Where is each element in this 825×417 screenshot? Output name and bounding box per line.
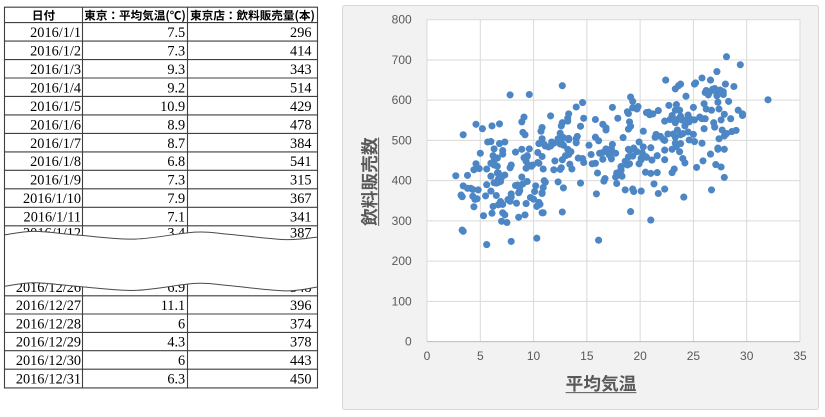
svg-text:514: 514 [290,80,311,96]
svg-text:25: 25 [687,349,701,363]
svg-text:7.1: 7.1 [167,210,185,226]
svg-text:2016/12/29: 2016/12/29 [16,335,81,351]
svg-text:2016/1/7: 2016/1/7 [30,136,81,152]
svg-text:9.3: 9.3 [167,62,185,78]
svg-text:2016/1/5: 2016/1/5 [30,99,81,115]
svg-text:387: 387 [290,225,311,241]
svg-text:0: 0 [405,335,412,349]
svg-text:200: 200 [392,254,412,268]
svg-text:0: 0 [424,349,431,363]
svg-text:300: 300 [392,214,412,228]
svg-text:700: 700 [392,53,412,67]
svg-text:2016/1/8: 2016/1/8 [30,154,81,170]
svg-text:396: 396 [290,298,311,314]
svg-text:5: 5 [477,349,484,363]
svg-text:7.3: 7.3 [167,173,185,189]
svg-text:2016/1/3: 2016/1/3 [30,62,81,78]
svg-text:800: 800 [392,13,412,27]
svg-text:100: 100 [392,294,412,308]
svg-text:2016/1/2: 2016/1/2 [30,43,81,59]
svg-text:2016/1/1: 2016/1/1 [30,25,81,41]
svg-text:6: 6 [178,316,185,332]
svg-text:450: 450 [290,372,311,388]
svg-text:429: 429 [290,99,311,115]
svg-text:2016/12/30: 2016/12/30 [16,353,81,369]
svg-text:10: 10 [527,349,541,363]
svg-text:2016/12/31: 2016/12/31 [16,372,81,388]
svg-text:478: 478 [290,117,311,133]
svg-text:4.3: 4.3 [167,335,185,351]
svg-text:8.9: 8.9 [167,117,185,133]
svg-text:6.3: 6.3 [167,372,185,388]
svg-text:7.3: 7.3 [167,43,185,59]
svg-text:343: 343 [290,62,311,78]
svg-text:378: 378 [290,335,311,351]
svg-text:2016/1/6: 2016/1/6 [30,117,81,133]
svg-text:443: 443 [290,353,311,369]
svg-text:8.7: 8.7 [167,136,185,152]
svg-text:35: 35 [793,349,807,363]
svg-text:384: 384 [290,136,311,152]
svg-text:2016/1/4: 2016/1/4 [30,80,81,96]
svg-text:7.5: 7.5 [167,25,185,41]
svg-text:7.9: 7.9 [167,191,185,207]
svg-text:2016/12/28: 2016/12/28 [16,316,81,332]
svg-text:11.1: 11.1 [161,298,186,314]
svg-text:367: 367 [290,191,311,207]
svg-text:541: 541 [290,154,311,170]
svg-text:374: 374 [290,316,311,332]
svg-text:341: 341 [290,210,311,226]
svg-text:2016/1/11: 2016/1/11 [24,210,81,226]
svg-text:2016/1/9: 2016/1/9 [30,173,81,189]
svg-text:315: 315 [290,173,311,189]
svg-text:20: 20 [633,349,647,363]
svg-text:15: 15 [580,349,594,363]
svg-text:600: 600 [392,93,412,107]
svg-text:296: 296 [290,25,311,41]
svg-text:414: 414 [290,43,311,59]
svg-text:400: 400 [392,174,412,188]
svg-text:30: 30 [740,349,754,363]
svg-text:9.2: 9.2 [167,80,185,96]
svg-text:10.9: 10.9 [160,99,185,115]
svg-text:2016/12/27: 2016/12/27 [16,298,81,314]
svg-text:6: 6 [178,353,185,369]
svg-text:500: 500 [392,133,412,147]
svg-text:6.8: 6.8 [167,154,185,170]
svg-text:2016/1/10: 2016/1/10 [23,191,81,207]
